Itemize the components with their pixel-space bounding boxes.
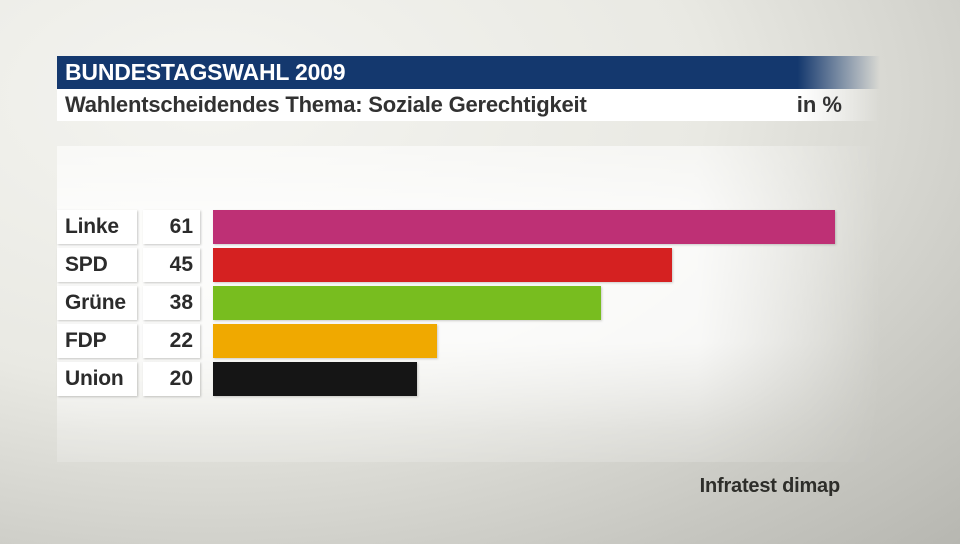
chart-row-union: Union 20: [57, 362, 857, 396]
chart-subtitle: Wahlentscheidendes Thema: Soziale Gerech…: [65, 92, 587, 117]
bar-chart: Linke 61 SPD 45 Grüne 38 FDP 22 Union 20: [57, 210, 857, 400]
party-label-union: Union: [57, 362, 137, 396]
value-label-spd: 45: [143, 248, 200, 282]
chart-row-spd: SPD 45: [57, 248, 857, 282]
page-title: BUNDESTAGSWAHL 2009: [65, 59, 346, 85]
value-label-fdp: 22: [143, 324, 200, 358]
subtitle-band: Wahlentscheidendes Thema: Soziale Gerech…: [57, 89, 880, 121]
chart-row-linke: Linke 61: [57, 210, 857, 244]
value-label-linke: 61: [143, 210, 200, 244]
chart-row-grune: Grüne 38: [57, 286, 857, 320]
unit-label: in %: [796, 92, 842, 117]
party-label-grune: Grüne: [57, 286, 137, 320]
source-credit: Infratest dimap: [699, 475, 841, 497]
bar-linke: [213, 210, 836, 244]
chart-row-fdp: FDP 22: [57, 324, 857, 358]
bar-grune: [213, 286, 601, 320]
bar-union: [213, 362, 417, 396]
bar-fdp: [213, 324, 438, 358]
value-label-union: 20: [143, 362, 200, 396]
bar-spd: [213, 248, 672, 282]
title-band: BUNDESTAGSWAHL 2009: [57, 56, 880, 89]
party-label-linke: Linke: [57, 210, 137, 244]
party-label-spd: SPD: [57, 248, 137, 282]
value-label-grune: 38: [143, 286, 200, 320]
party-label-fdp: FDP: [57, 324, 137, 358]
